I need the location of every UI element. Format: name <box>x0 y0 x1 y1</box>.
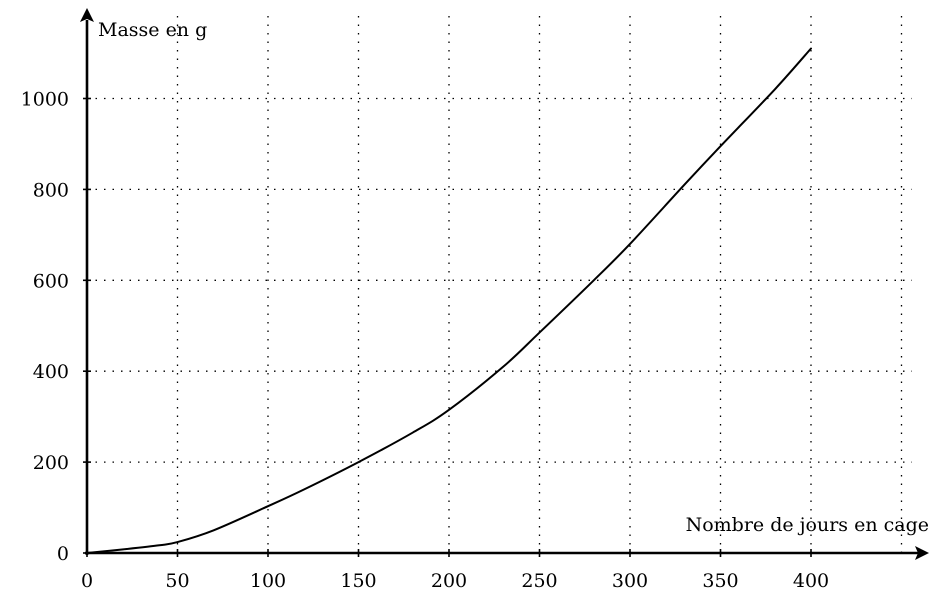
y-tick-label: 400 <box>33 361 69 383</box>
y-tick-label: 200 <box>33 452 69 474</box>
y-axis-label: Masse en g <box>98 19 207 41</box>
y-axis-arrow <box>80 8 94 22</box>
x-tick-label: 50 <box>165 570 189 592</box>
x-tick-label: 250 <box>521 570 557 592</box>
x-tick-label: 300 <box>612 570 648 592</box>
y-tick-label: 600 <box>33 270 69 292</box>
x-tick-label: 200 <box>431 570 467 592</box>
axes <box>80 8 929 560</box>
x-tick-label: 350 <box>702 570 738 592</box>
series-line <box>87 49 811 553</box>
x-tick-label: 100 <box>250 570 286 592</box>
y-tick-label: 1000 <box>21 89 69 111</box>
x-tick-label: 150 <box>340 570 376 592</box>
y-tick-label: 0 <box>57 543 69 565</box>
series <box>87 49 811 553</box>
x-axis-label: Nombre de jours en cage <box>686 514 929 536</box>
grid <box>87 16 912 553</box>
y-tick-label: 800 <box>33 179 69 201</box>
x-tick-label: 0 <box>81 570 93 592</box>
x-tick-label: 400 <box>793 570 829 592</box>
